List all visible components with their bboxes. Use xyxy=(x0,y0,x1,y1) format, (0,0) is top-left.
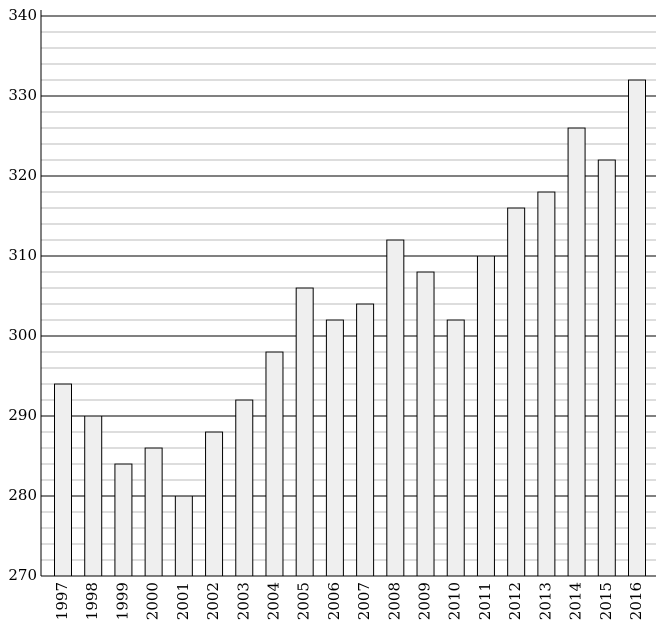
bar xyxy=(265,351,284,577)
bar xyxy=(174,495,193,577)
x-tick-label: 2003 xyxy=(234,582,252,620)
bar xyxy=(54,383,72,577)
x-tick-label: 2013 xyxy=(536,582,554,620)
x-tick-label: 2000 xyxy=(144,582,162,620)
bar xyxy=(84,415,103,577)
bar xyxy=(356,303,375,577)
bar xyxy=(416,271,435,577)
bar xyxy=(597,159,616,577)
x-tick-label: 2004 xyxy=(264,582,282,620)
x-tick-label: 2011 xyxy=(476,582,494,620)
x-tick-label: 2012 xyxy=(506,582,524,620)
bar xyxy=(295,287,314,577)
x-tick-label: 2015 xyxy=(597,582,615,620)
x-tick-label: 2014 xyxy=(567,582,585,620)
y-tick-label: 300 xyxy=(8,326,37,344)
bar xyxy=(537,191,556,577)
x-tick-label: 2016 xyxy=(627,582,645,620)
bar xyxy=(235,399,254,577)
bar xyxy=(114,463,133,577)
bar xyxy=(446,319,465,577)
bar xyxy=(567,127,586,577)
y-tick-label: 330 xyxy=(8,86,37,104)
x-tick-label: 2005 xyxy=(295,582,313,620)
bar xyxy=(507,207,526,577)
y-tick-label: 320 xyxy=(8,166,37,184)
bar xyxy=(386,239,405,577)
bar xyxy=(628,79,646,577)
x-tick-label: 2002 xyxy=(204,582,222,620)
bar xyxy=(205,431,224,577)
x-tick-label: 1998 xyxy=(83,582,101,620)
x-tick-label: 2006 xyxy=(325,582,343,620)
bar xyxy=(325,319,344,577)
bar xyxy=(144,447,163,577)
y-tick-label: 340 xyxy=(8,6,37,24)
x-tick-label: 1997 xyxy=(53,582,71,620)
x-tick-label: 2007 xyxy=(355,582,373,620)
x-tick-label: 2008 xyxy=(385,582,403,620)
x-tick-label: 2010 xyxy=(446,582,464,620)
x-tick-label: 2009 xyxy=(416,582,434,620)
x-tick-label: 1999 xyxy=(113,582,131,620)
bar xyxy=(476,255,495,577)
y-tick-label: 280 xyxy=(8,486,37,504)
x-tick-label: 2001 xyxy=(174,582,192,620)
y-tick-label: 310 xyxy=(8,246,37,264)
y-tick-label: 270 xyxy=(8,566,37,584)
y-tick-label: 290 xyxy=(8,406,37,424)
